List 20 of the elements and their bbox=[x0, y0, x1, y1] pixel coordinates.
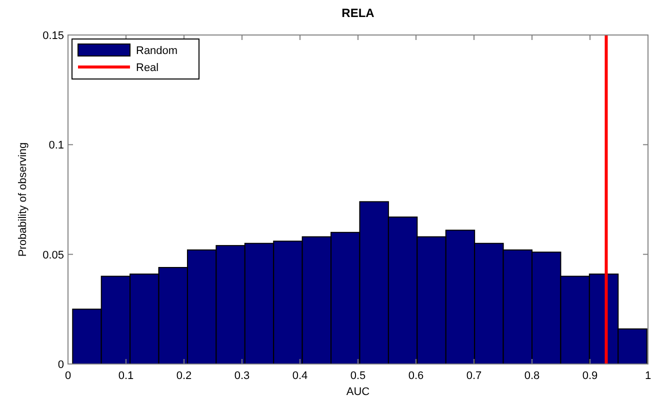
legend-label: Real bbox=[136, 62, 159, 74]
y-tick-label: 0.1 bbox=[48, 140, 64, 152]
x-tick-label: 0.2 bbox=[176, 370, 192, 382]
y-tick-label: 0.15 bbox=[42, 30, 64, 42]
y-tick-label: 0.05 bbox=[42, 249, 64, 262]
y-tick-label: 0 bbox=[58, 359, 64, 371]
x-tick-label: 0.6 bbox=[408, 370, 424, 382]
x-tick-label: 0.5 bbox=[350, 370, 366, 382]
legend-label: Random bbox=[136, 45, 178, 57]
x-tick-label: 0.4 bbox=[292, 370, 308, 382]
x-axis-title: AUC bbox=[346, 386, 370, 398]
x-tick-label: 0.7 bbox=[466, 370, 482, 382]
x-tick-label: 0.3 bbox=[234, 370, 250, 382]
chart-title: RELA bbox=[342, 6, 375, 20]
x-tick-label: 0.1 bbox=[118, 370, 134, 382]
x-tick-label: 1 bbox=[644, 370, 651, 382]
x-tick-label: 0 bbox=[64, 370, 72, 382]
x-tick-label: 0.8 bbox=[524, 370, 540, 382]
y-axis-title: Probability of observing bbox=[17, 142, 29, 257]
x-tick-label: 0.9 bbox=[582, 370, 598, 382]
